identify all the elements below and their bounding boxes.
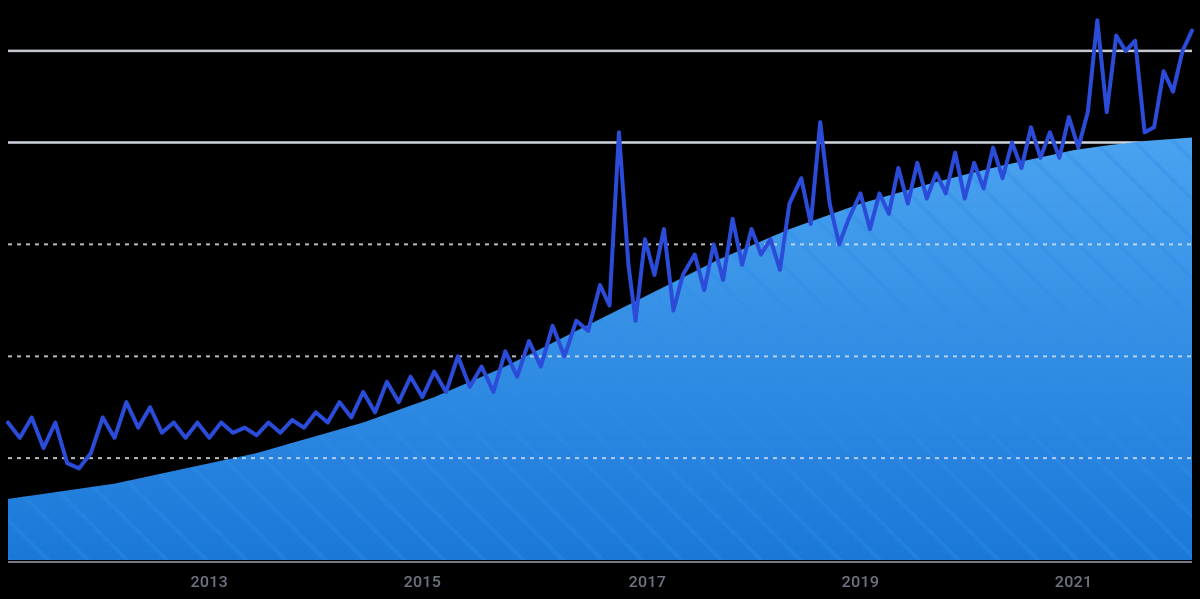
x-axis-tick-label: 2019 — [842, 572, 880, 591]
x-axis-tick-label: 2017 — [629, 572, 667, 591]
chart-svg — [0, 0, 1200, 599]
x-axis-tick-label: 2021 — [1055, 572, 1093, 591]
area-hatch — [8, 0, 1192, 560]
x-axis-tick-label: 2015 — [404, 572, 442, 591]
x-axis-tick-label: 2013 — [190, 572, 228, 591]
timeseries-chart: 2013 2015 2017 2019 2021 — [0, 0, 1200, 599]
